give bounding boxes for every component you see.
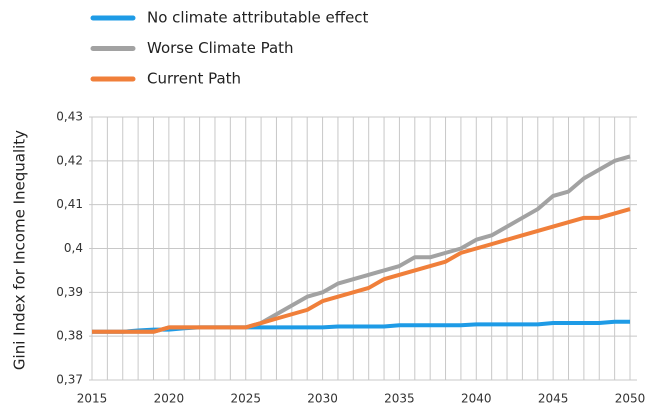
x-tick-label: 2045 xyxy=(538,392,569,406)
y-tick-label: 0,39 xyxy=(56,285,83,299)
y-tick-label: 0,43 xyxy=(56,110,83,124)
x-tick-label: 2030 xyxy=(307,392,338,406)
legend-label: No climate attributable effect xyxy=(147,9,369,27)
x-tick-label: 2020 xyxy=(154,392,185,406)
legend-label: Current Path xyxy=(147,70,241,88)
legend-label: Worse Climate Path xyxy=(147,39,294,57)
series-line xyxy=(92,207,631,334)
y-tick-label: 0,38 xyxy=(56,329,83,343)
y-tick-label: 0,4 xyxy=(64,241,83,255)
series-line xyxy=(92,154,631,334)
x-tick-label: 2035 xyxy=(384,392,415,406)
y-tick-label: 0,37 xyxy=(56,373,83,387)
y-tick-label: 0,42 xyxy=(56,153,83,167)
x-tick-label: 2015 xyxy=(77,392,108,406)
x-tick-label: 2025 xyxy=(230,392,261,406)
x-tick-label: 2040 xyxy=(461,392,492,406)
y-axis-label: Gini Index for Income Inequality xyxy=(11,130,29,370)
x-tick-label: 2050 xyxy=(615,392,646,406)
y-tick-label: 0,41 xyxy=(56,197,83,211)
